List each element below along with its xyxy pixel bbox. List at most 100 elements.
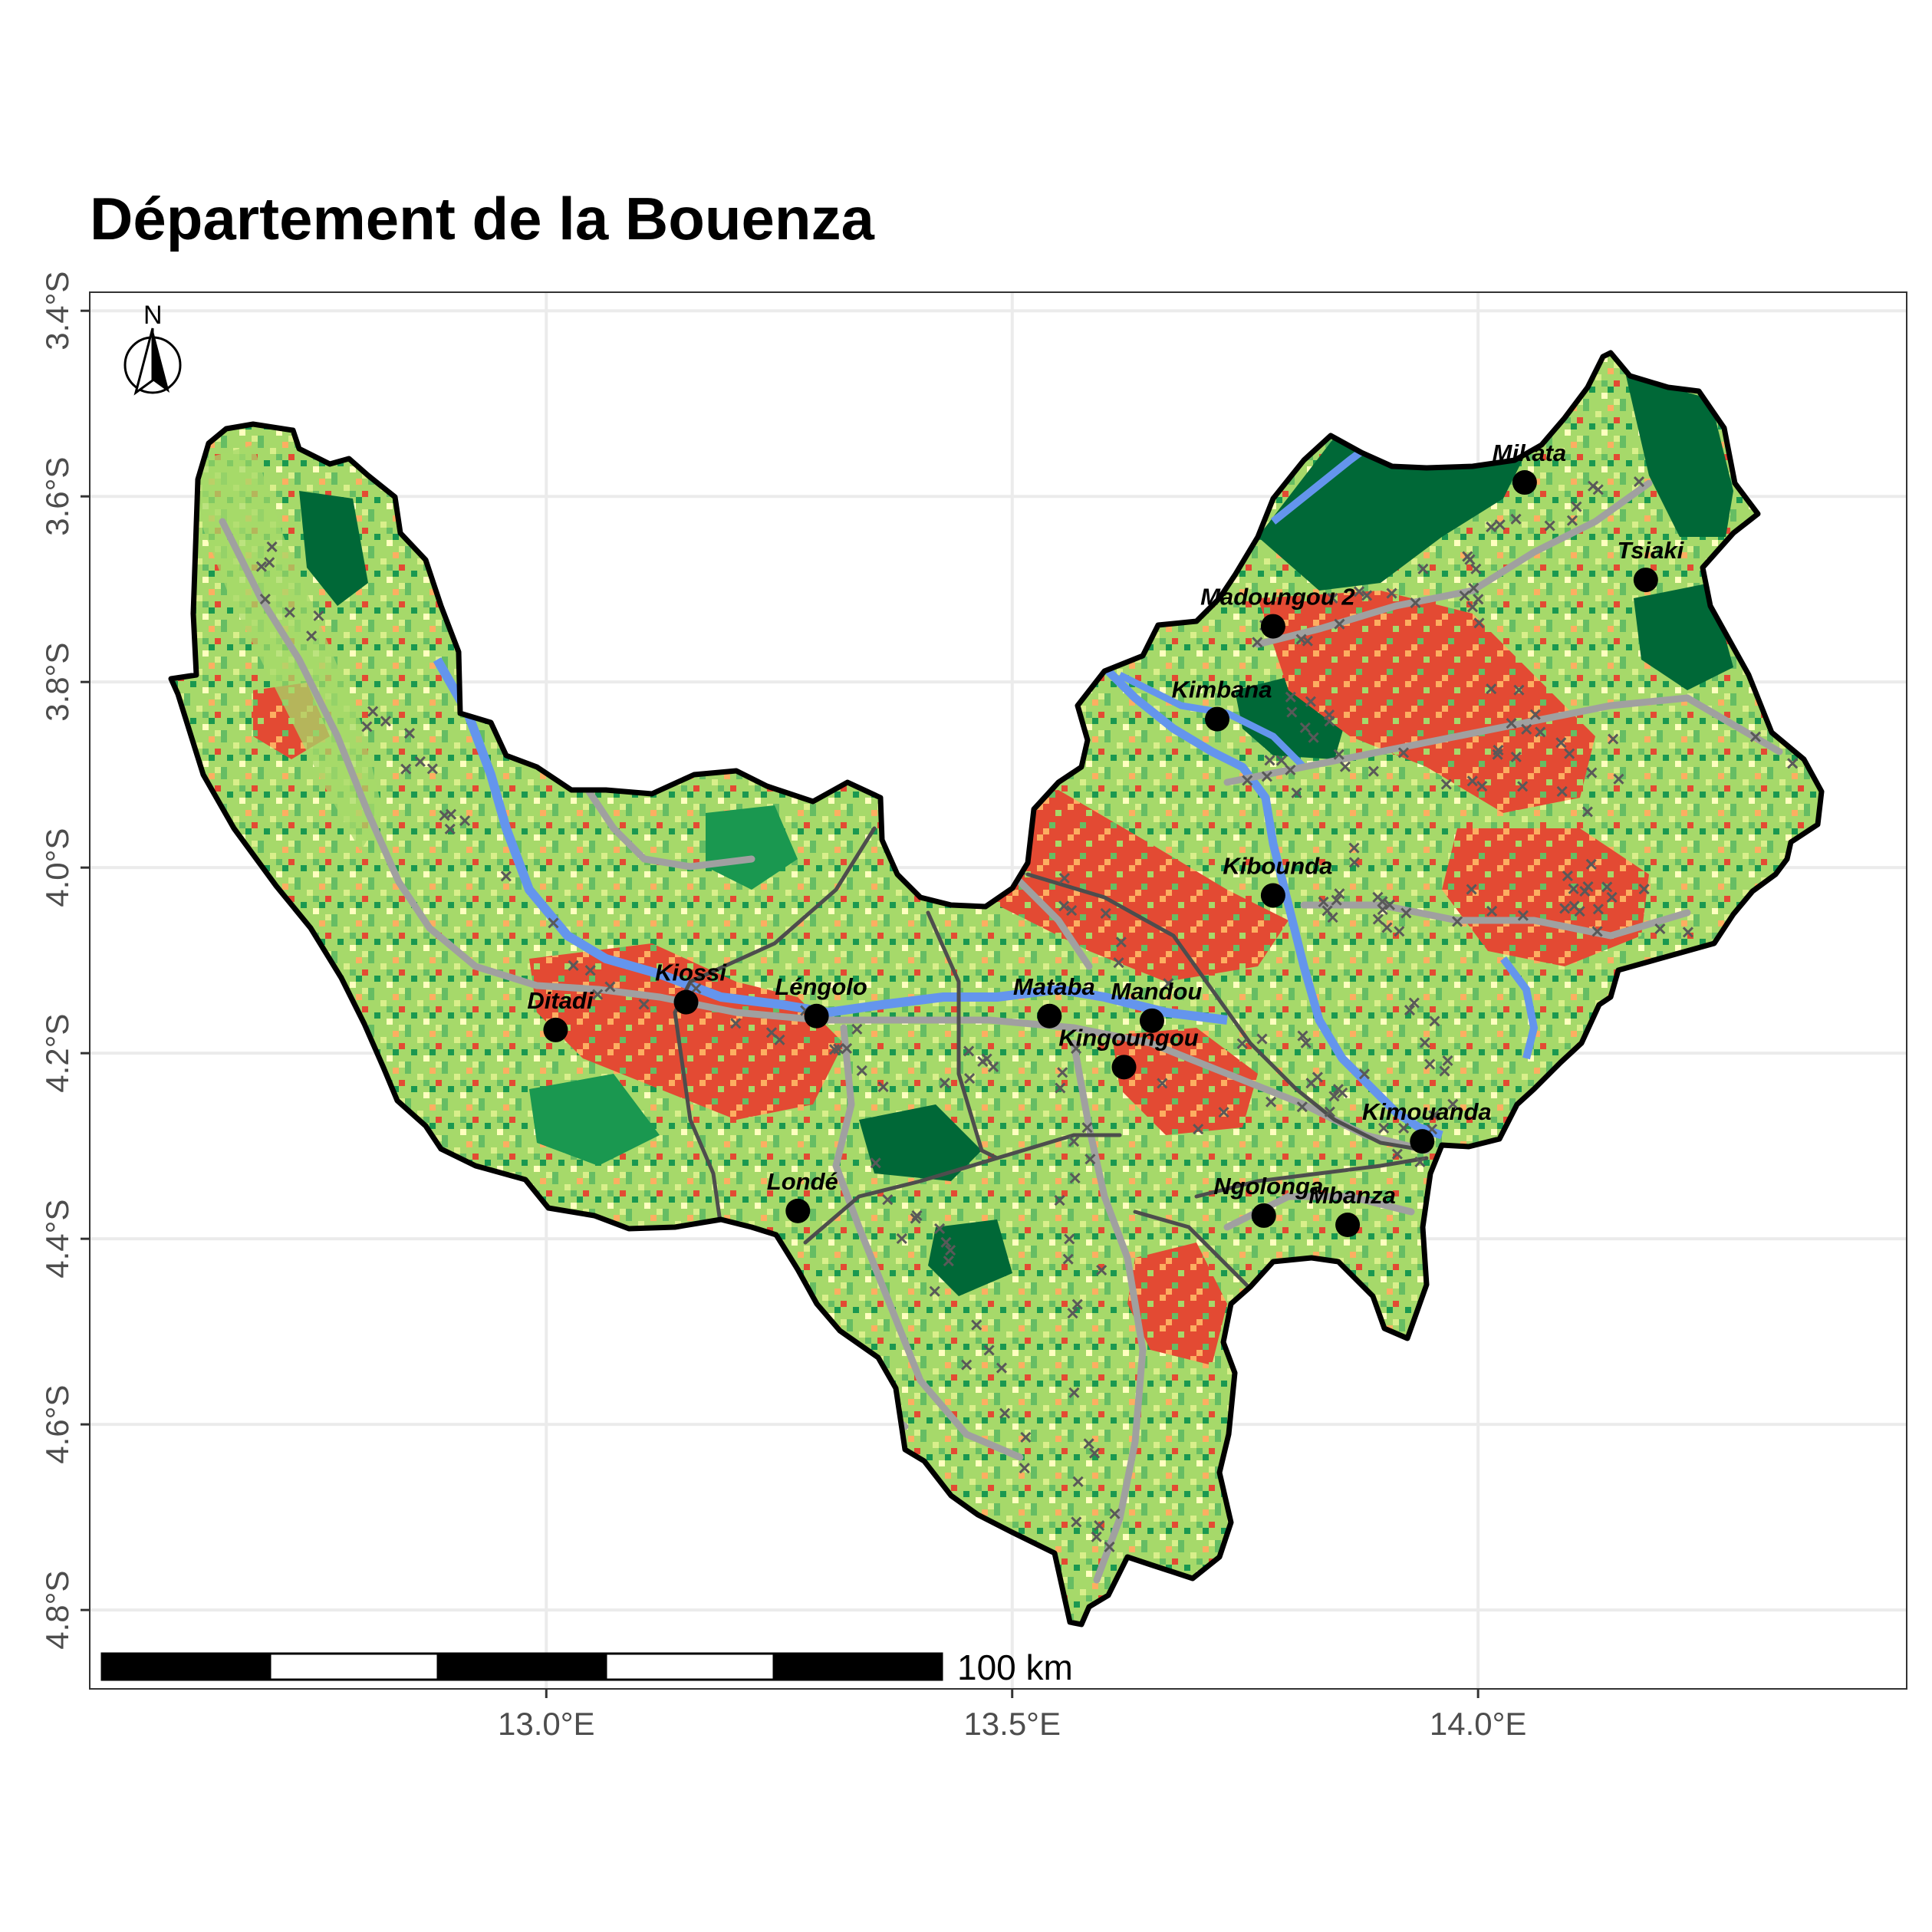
dense-forest-center xyxy=(859,1104,982,1181)
settlement-mark xyxy=(1559,903,1571,914)
settlement-mark xyxy=(1299,722,1311,733)
settlement-mark xyxy=(1470,563,1482,574)
dense-forest-northeast xyxy=(1626,376,1733,537)
settlement-mark xyxy=(828,1044,841,1055)
roads xyxy=(673,826,1429,1291)
settlement-mark xyxy=(851,1023,863,1035)
y-tick-label: 3.8°S xyxy=(39,643,75,722)
settlement-mark xyxy=(1305,1078,1317,1089)
town-label: Kibounda xyxy=(1223,852,1332,879)
settlement-mark xyxy=(403,728,416,739)
settlement-mark xyxy=(1068,1136,1080,1147)
town-marker xyxy=(543,1017,568,1042)
town-label: Mataba xyxy=(1013,973,1095,1000)
settlement-mark xyxy=(1333,749,1345,760)
settlement-mark xyxy=(1592,484,1604,495)
scale-segment-1 xyxy=(100,1652,272,1681)
settlement-mark xyxy=(1327,912,1338,923)
town-label: Madoungou 2 xyxy=(1200,584,1354,611)
settlement-mark xyxy=(1055,1082,1066,1094)
settlement-mark xyxy=(1473,594,1484,605)
settlement-mark xyxy=(841,1042,853,1055)
settlement-mark xyxy=(1462,551,1473,562)
settlement-mark xyxy=(870,1157,881,1169)
forest-southwest xyxy=(529,1074,660,1166)
settlement-mark xyxy=(1391,1148,1403,1160)
settlement-mark xyxy=(1381,922,1393,933)
settlement-mark xyxy=(964,1073,976,1084)
settlement-mark xyxy=(1494,519,1506,531)
settlement-mark xyxy=(934,1223,946,1235)
town-label: Kiossi xyxy=(655,959,727,986)
town-marker xyxy=(1410,1129,1435,1154)
settlement-mark xyxy=(1088,1447,1101,1459)
x-tick-label: 14.0°E xyxy=(1430,1706,1527,1742)
settlement-mark xyxy=(1510,513,1522,525)
settlement-mark xyxy=(1400,907,1412,919)
settlement-mark xyxy=(1486,522,1497,533)
settlement-mark xyxy=(1291,787,1302,798)
settlement-mark xyxy=(400,763,412,775)
settlement-mark xyxy=(1318,896,1329,907)
town-marker xyxy=(1204,706,1229,732)
settlement-mark xyxy=(1585,858,1597,870)
settlement-mark xyxy=(983,1345,995,1356)
settlement-mark xyxy=(1506,718,1517,729)
towns-layer: Mikata Tsiaki Madoungou 2 Kimbana Kibounda Ki… xyxy=(527,439,1685,1238)
settlement-mark xyxy=(1440,778,1452,790)
settlement-mark xyxy=(1113,957,1124,969)
settlement-mark xyxy=(367,706,379,717)
settlement-mark xyxy=(1157,1078,1168,1089)
settlement-mark xyxy=(1606,891,1618,903)
settlement-mark xyxy=(1377,904,1388,916)
settlement-mark xyxy=(1486,683,1497,695)
settlement-mark xyxy=(1285,691,1296,703)
town-label: Londé xyxy=(767,1168,838,1195)
settlement-mark xyxy=(361,721,373,732)
settlement-mark xyxy=(1193,1124,1204,1135)
settlement-mark xyxy=(1442,1055,1453,1067)
settlement-mark xyxy=(1654,923,1666,935)
town-marker xyxy=(785,1198,811,1223)
settlement-mark xyxy=(1398,1122,1410,1134)
settlement-mark xyxy=(1586,767,1598,778)
north-arrow-icon xyxy=(153,328,170,393)
settlement-mark xyxy=(306,630,318,642)
settlement-mark xyxy=(266,541,278,552)
settlement-mark xyxy=(1613,773,1624,785)
forest-mid xyxy=(706,805,798,890)
settlement-mark xyxy=(1529,709,1541,720)
settlement-mark xyxy=(1019,1463,1030,1474)
settlement-mark xyxy=(1601,881,1613,893)
settlement-mark xyxy=(1556,785,1568,798)
river-northeast xyxy=(1270,446,1368,525)
settlement-mark xyxy=(1521,723,1532,735)
settlement-mark xyxy=(1486,905,1498,917)
town-label: Mbanza xyxy=(1308,1182,1396,1209)
settlement-mark xyxy=(1419,1037,1430,1048)
settlement-mark xyxy=(284,607,295,618)
settlement-mark xyxy=(1071,1042,1082,1055)
settlement-mark xyxy=(977,1055,989,1067)
settlement-mark xyxy=(1592,903,1604,915)
settlement-mark xyxy=(945,1244,956,1256)
settlement-mark xyxy=(1574,906,1585,917)
settlement-mark xyxy=(1358,1068,1370,1080)
settlement-mark xyxy=(911,1210,923,1222)
settlement-mark xyxy=(1064,1233,1075,1245)
settlement-mark xyxy=(1447,1098,1459,1110)
settlement-mark xyxy=(1066,905,1078,917)
settlement-mark xyxy=(1414,1156,1426,1168)
settlement-mark xyxy=(1555,737,1567,749)
settlement-mark xyxy=(500,871,512,882)
y-tick-label: 4.8°S xyxy=(39,1571,75,1650)
settlement-mark xyxy=(1218,1107,1229,1118)
scale-segment-5 xyxy=(772,1652,943,1681)
cropland-southeast xyxy=(1112,1028,1258,1135)
settlement-mark xyxy=(1591,926,1603,937)
town-label: Léngolo xyxy=(775,973,867,1000)
town-marker xyxy=(1512,470,1537,495)
settlement-mark xyxy=(1297,1030,1308,1042)
settlement-mark xyxy=(1372,891,1384,903)
